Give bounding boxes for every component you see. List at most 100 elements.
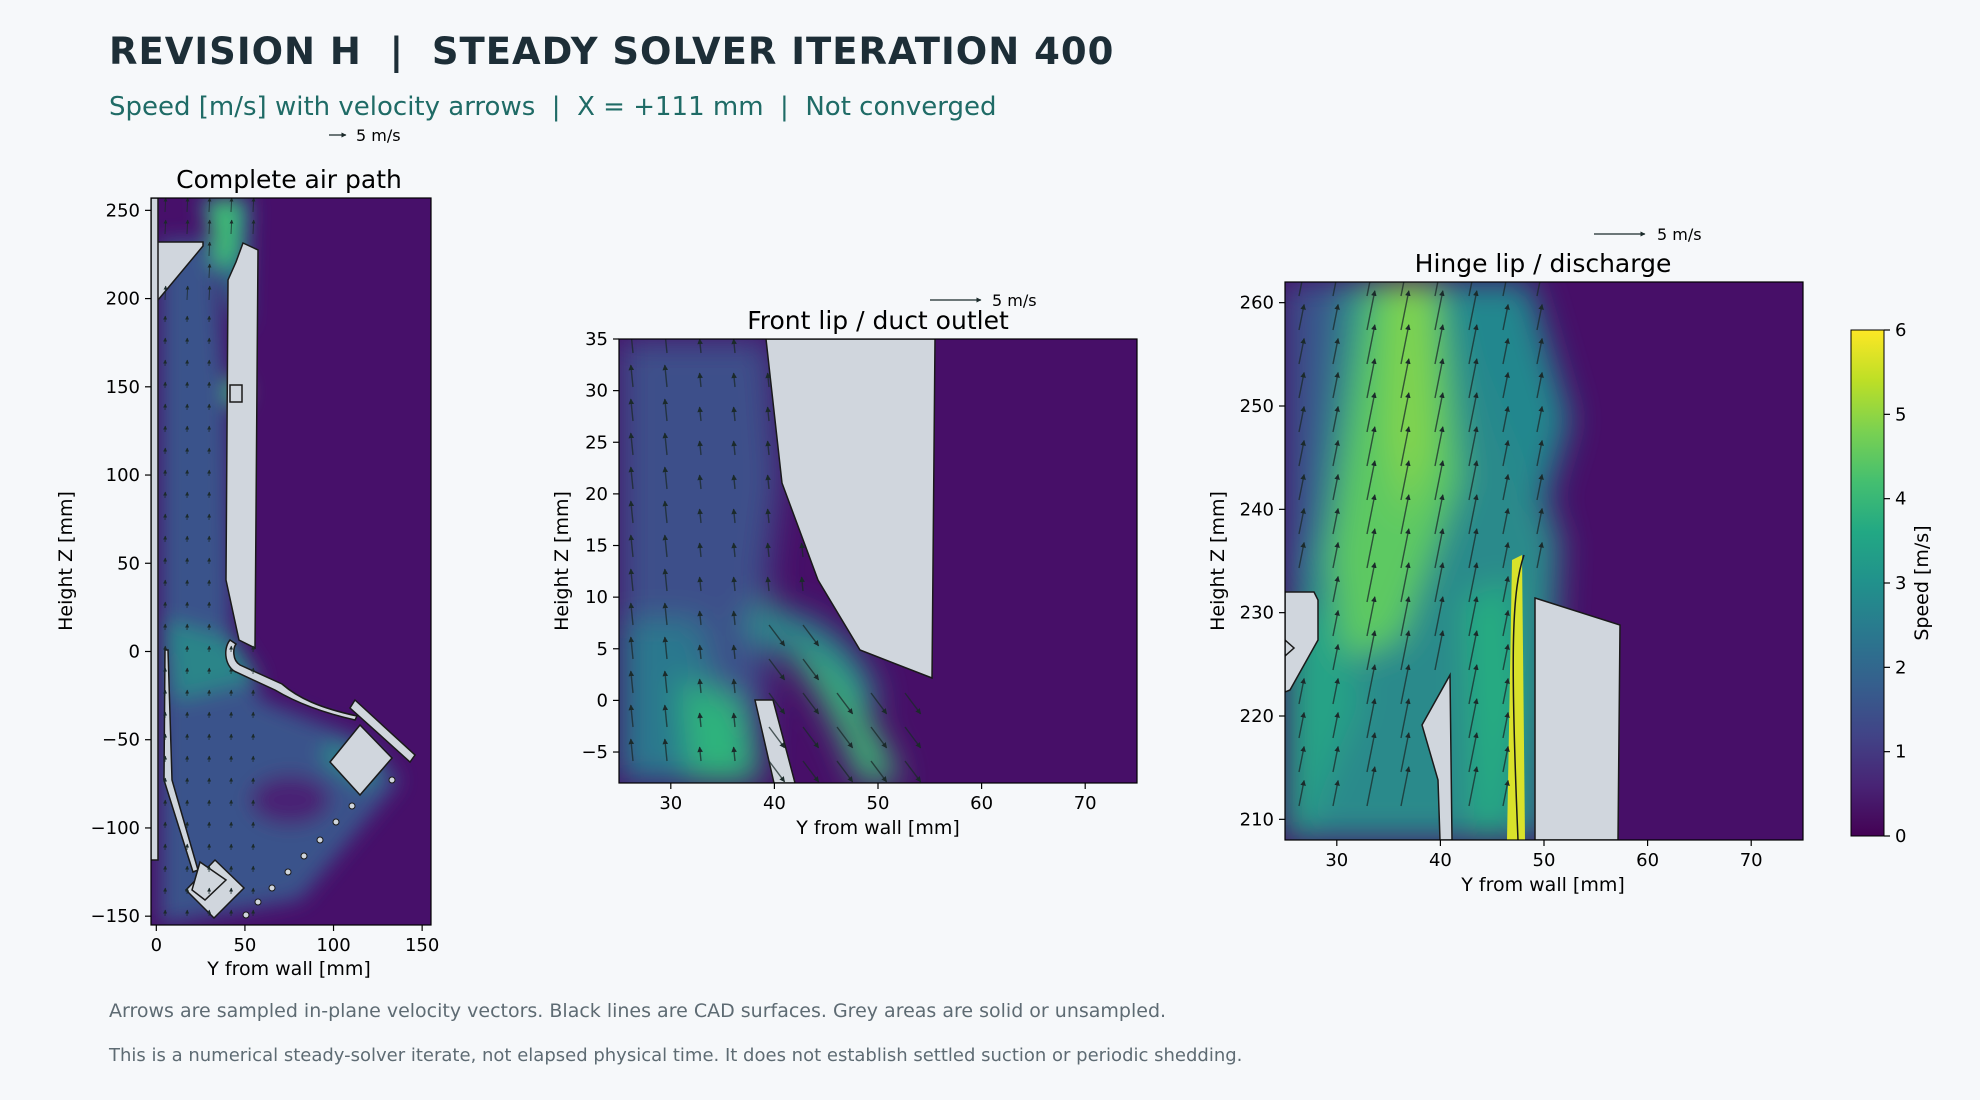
velocity-arrow: [1366, 732, 1377, 773]
velocity-arrow: [1502, 779, 1510, 807]
y-tick-label: 50: [117, 553, 140, 574]
colorbar-label: Speed [m/s]: [1911, 525, 1933, 640]
velocity-arrow: [185, 198, 190, 213]
panel-title: Hinge lip / discharge: [1415, 249, 1672, 278]
velocity-arrow: [904, 692, 922, 715]
velocity-arrow: [251, 198, 256, 213]
x-tick-label: 100: [316, 935, 350, 956]
velocity-arrow: [904, 760, 922, 783]
velocity-arrow: [1400, 630, 1411, 671]
velocity-arrow: [731, 644, 737, 660]
velocity-arrow: [697, 610, 703, 626]
velocity-arrow: [1366, 358, 1377, 399]
cad-solids: [1285, 591, 1621, 840]
y-axis-label: Height Z [mm]: [1207, 491, 1229, 631]
velocity-arrow: [163, 198, 168, 213]
velocity-arrow: [185, 285, 190, 301]
velocity-arrow: [1434, 358, 1445, 399]
velocity-arrow: [1434, 290, 1445, 331]
velocity-arrow: [1434, 630, 1445, 671]
velocity-arrow: [870, 760, 888, 783]
x-tick-label: 50: [233, 935, 256, 956]
velocity-arrow: [731, 610, 737, 626]
velocity-arrow: [1468, 290, 1479, 331]
velocity-arrow: [765, 576, 771, 592]
y-tick-label: −5: [581, 742, 608, 763]
y-tick-label: 240: [1240, 499, 1274, 520]
y-tick-label: 150: [106, 377, 140, 398]
velocity-arrow: [802, 726, 820, 749]
quiver-key-label: 5 m/s: [992, 291, 1037, 310]
velocity-arrow: [1400, 392, 1411, 433]
x-axis-label: Y from wall [mm]: [206, 958, 371, 980]
velocity-arrow: [1468, 324, 1479, 365]
y-tick-label: 230: [1240, 603, 1274, 624]
velocity-arrow: [697, 508, 703, 524]
velocity-arrow: [1400, 698, 1411, 739]
velocity-arrow: [628, 568, 635, 592]
velocity-arrow: [662, 466, 669, 490]
velocity-arrow: [1366, 528, 1377, 569]
velocity-arrow: [1502, 575, 1510, 603]
velocity-arrow: [1468, 460, 1479, 501]
velocity-arrow: [1366, 698, 1377, 739]
velocity-arrow: [628, 364, 635, 388]
velocity-arrow: [1366, 766, 1377, 807]
y-tick-label: 0: [597, 690, 608, 711]
velocity-arrow: [229, 219, 234, 235]
velocity-arrow: [1434, 494, 1445, 535]
velocity-arrow: [1298, 303, 1306, 331]
velocity-arrow: [1536, 439, 1544, 467]
velocity-arrow: [697, 678, 703, 694]
velocity-arrow: [1332, 677, 1340, 705]
velocity-arrow: [1536, 337, 1544, 365]
velocity-arrow: [1400, 528, 1411, 569]
velocity-arrow: [1366, 460, 1377, 501]
velocity-arrow: [1434, 426, 1445, 467]
velocity-arrow: [1468, 698, 1479, 739]
velocity-arrow: [662, 534, 669, 558]
velocity-arrow: [662, 670, 669, 694]
velocity-arrow: [1434, 562, 1445, 603]
velocity-arrow: [731, 406, 737, 422]
quiver-key-label: 5 m/s: [356, 126, 401, 145]
velocity-arrow: [662, 364, 669, 388]
velocity-arrow: [628, 738, 635, 762]
velocity-arrow: [1536, 282, 1541, 297]
velocity-arrow: [768, 760, 786, 783]
velocity-arrow: [1434, 528, 1445, 569]
colorbar-gradient: [1850, 329, 1885, 837]
velocity-arrow: [1536, 507, 1544, 535]
velocity-arrow: [1502, 745, 1510, 773]
y-tick-label: −50: [102, 730, 140, 751]
velocity-arrow: [229, 198, 234, 213]
velocity-arrow: [765, 542, 771, 558]
y-tick-label: 210: [1240, 809, 1274, 830]
velocity-arrow: [799, 576, 805, 592]
y-axis-label: Height Z [mm]: [55, 491, 77, 631]
y-tick-label: 5: [597, 639, 608, 660]
x-tick-label: 70: [1074, 793, 1097, 814]
velocity-arrow: [802, 760, 820, 783]
velocity-arrow: [163, 285, 168, 301]
velocity-arrow: [697, 746, 703, 762]
velocity-arrow: [697, 644, 703, 660]
velocity-arrow: [628, 704, 635, 728]
x-tick-label: 0: [151, 935, 162, 956]
panel-front-lip: 30 40 50 60 70 −5 0 5 10 15 20 25 30 35 Front lip / d…: [551, 291, 1138, 839]
velocity-arrow: [765, 406, 771, 422]
velocity-arrow: [1366, 596, 1377, 637]
velocity-arrow: [1502, 711, 1510, 739]
velocity-arrow: [1298, 745, 1306, 773]
y-tick-label: 100: [106, 465, 140, 486]
velocity-arrow: [1366, 630, 1377, 671]
velocity-arrow: [802, 624, 820, 647]
velocity-arrow: [1332, 779, 1340, 807]
velocity-arrow: [1468, 630, 1479, 671]
velocity-arrow: [662, 602, 669, 626]
page-subtitle: Speed [m/s] with velocity arrows | X = +…: [109, 92, 997, 122]
velocity-arrow: [1332, 473, 1340, 501]
x-tick-label: 40: [763, 793, 786, 814]
velocity-arrow: [1400, 324, 1411, 365]
